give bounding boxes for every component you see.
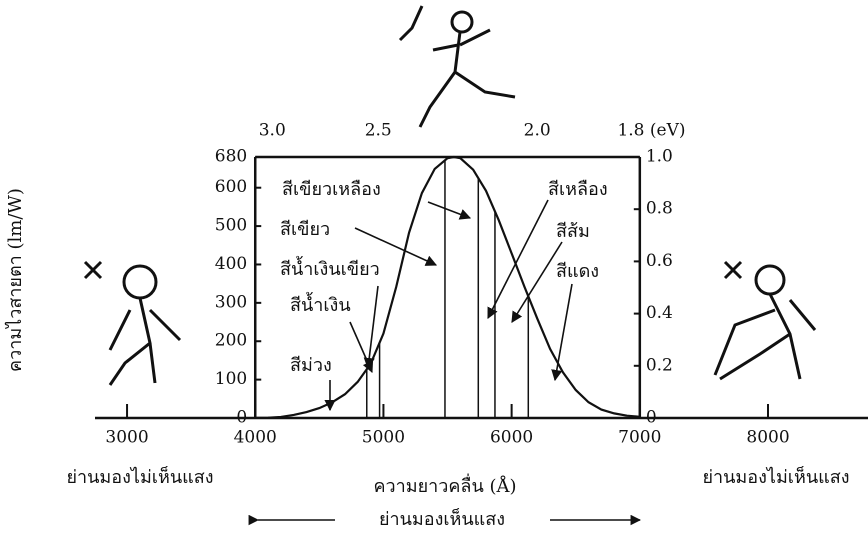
y-tick-label: 600 xyxy=(215,177,247,197)
y-tick-label: 500 xyxy=(215,216,247,236)
check-mark xyxy=(400,6,422,40)
y-tick-label: 680 xyxy=(215,147,247,167)
annotation-arrow xyxy=(512,242,562,322)
annotation-arrow xyxy=(555,284,572,380)
annotation: สีส้ม xyxy=(556,221,590,242)
x-tick-label: 6000 xyxy=(490,428,533,448)
x2-tick-label: 3.0 xyxy=(259,121,286,141)
y2-tick-label: 0.2 xyxy=(646,355,673,375)
x-tick-label: 5000 xyxy=(362,428,405,448)
annotation: สีแดง xyxy=(556,261,599,282)
annotation-arrow xyxy=(428,202,470,218)
figure-center xyxy=(400,6,515,127)
x2-tick-label: 2.5 xyxy=(365,121,392,141)
invisible-right-label: ย่านมองไม่เห็นแสง xyxy=(702,465,849,488)
cross-mark xyxy=(85,262,101,278)
x-axis-label: ความยาวคลื่น (Å) xyxy=(373,473,516,497)
y2-tick-label: 0.4 xyxy=(646,303,673,323)
annotation: สีน้ำเงินเขียว xyxy=(280,256,380,280)
y2-tick-label: 0.8 xyxy=(646,199,673,219)
y2-tick-label: 0 xyxy=(646,408,657,428)
chart: ความไวสายตา (lm/W) ความยาวคลื่น (Å) ย่าน… xyxy=(0,0,868,537)
y2-tick-label: 0.6 xyxy=(646,251,673,271)
visible-label: ย่านมองเห็นแสง xyxy=(379,507,505,530)
x2-tick-label: 2.0 xyxy=(524,121,551,141)
annotation: สีน้ำเงิน xyxy=(290,292,351,316)
y2-tick-label: 1.0 xyxy=(646,147,673,167)
annotation: สีเหลือง xyxy=(548,179,608,200)
annotation: สีเขียวเหลือง xyxy=(282,179,381,200)
y-tick-label: 100 xyxy=(215,369,247,389)
y-tick-label: 200 xyxy=(215,331,247,351)
annotation: สีเขียว xyxy=(280,219,330,240)
invisible-left-label: ย่านมองไม่เห็นแสง xyxy=(66,465,213,488)
annotation: สีม่วง xyxy=(290,355,332,376)
x-tick-label: 4000 xyxy=(234,428,277,448)
figure-left xyxy=(85,262,180,385)
cross-mark xyxy=(725,262,741,278)
figure-right xyxy=(715,262,815,379)
x2-tick-label: 1.8 (eV) xyxy=(617,121,685,141)
y-axis-label: ความไวสายตา (lm/W) xyxy=(4,188,26,372)
x-tick-label: 8000 xyxy=(746,428,789,448)
y-tick-label: 0 xyxy=(236,408,247,428)
x-tick-label: 7000 xyxy=(618,428,661,448)
x-tick-label: 3000 xyxy=(105,428,148,448)
y-tick-label: 300 xyxy=(215,292,247,312)
y-tick-label: 400 xyxy=(215,254,247,274)
